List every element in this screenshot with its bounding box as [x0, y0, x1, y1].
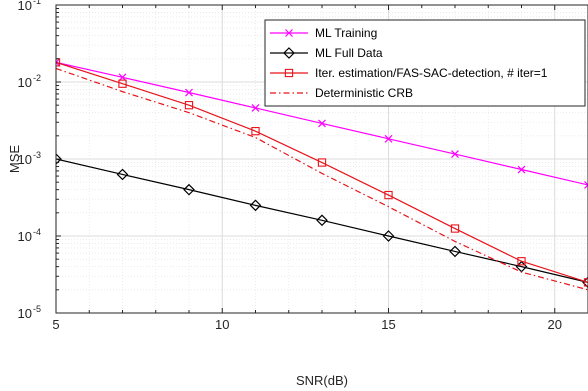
data-point — [185, 88, 193, 97]
x-tick-label: 20 — [548, 317, 562, 332]
y-tick-label: 10 — [18, 75, 32, 90]
series-line — [56, 67, 588, 291]
data-point — [583, 278, 588, 287]
legend-item: Iter. estimation/FAS-SAC-detection, # it… — [270, 66, 548, 80]
data-point — [584, 181, 588, 189]
data-point — [449, 245, 461, 258]
y-tick-label: 10 — [18, 229, 32, 244]
x-tick-label: 15 — [381, 317, 395, 332]
legend-label: ML Full Data — [315, 46, 383, 60]
data-point — [116, 168, 129, 181]
x-tick-label: 5 — [52, 317, 59, 332]
data-point — [251, 104, 260, 112]
legend-item: ML Training — [270, 26, 377, 40]
legend-label: Iter. estimation/FAS-SAC-detection, # it… — [315, 66, 548, 80]
series-line — [56, 158, 588, 283]
data-point — [184, 101, 194, 110]
data-point — [249, 199, 262, 212]
data-point — [517, 165, 526, 174]
data-point — [56, 58, 60, 67]
y-axis-label: MSE — [7, 145, 22, 174]
legend-marker — [283, 47, 295, 59]
y-tick-exponent: -5 — [33, 304, 41, 314]
data-point — [451, 150, 459, 158]
legend-item: ML Full Data — [270, 46, 383, 60]
data-point — [316, 214, 328, 227]
y-tick-exponent: -2 — [33, 73, 41, 83]
data-point — [118, 79, 127, 88]
legend-label: ML Training — [315, 26, 377, 40]
data-point — [183, 183, 195, 196]
y-tick-exponent: -4 — [33, 227, 41, 237]
y-tick-label: 10 — [18, 152, 32, 167]
y-tick-label: 10 — [18, 0, 32, 13]
legend-item: Deterministic CRB — [270, 86, 413, 100]
legend: ML Training ML Full Data Iter. estimation/… — [264, 19, 586, 107]
data-point — [517, 257, 526, 266]
legend-label: Deterministic CRB — [315, 86, 413, 100]
data-point — [384, 190, 393, 200]
data-point — [384, 134, 393, 143]
series-layer — [56, 58, 588, 291]
data-point — [56, 153, 62, 165]
y-tick-label: 10 — [18, 306, 32, 321]
y-tick-labels: 10-510-410-310-210-1 — [18, 0, 41, 321]
data-point — [317, 158, 327, 167]
series-3 — [56, 58, 588, 287]
series-4 — [56, 67, 588, 291]
x-tick-labels: 5 10 15 20 — [52, 317, 562, 332]
legend-marker — [284, 68, 294, 78]
y-tick-exponent: -1 — [33, 0, 41, 6]
y-tick-exponent: -3 — [33, 150, 41, 160]
legend-box — [264, 19, 586, 107]
axis-ticks — [55, 5, 588, 314]
data-point — [318, 119, 326, 128]
data-point — [450, 224, 460, 233]
data-point — [251, 126, 260, 136]
x-axis-label: SNR(dB) — [296, 373, 348, 388]
legend-marker — [285, 29, 293, 37]
x-tick-label: 10 — [215, 317, 229, 332]
data-point — [382, 230, 395, 242]
series-line — [56, 61, 588, 283]
